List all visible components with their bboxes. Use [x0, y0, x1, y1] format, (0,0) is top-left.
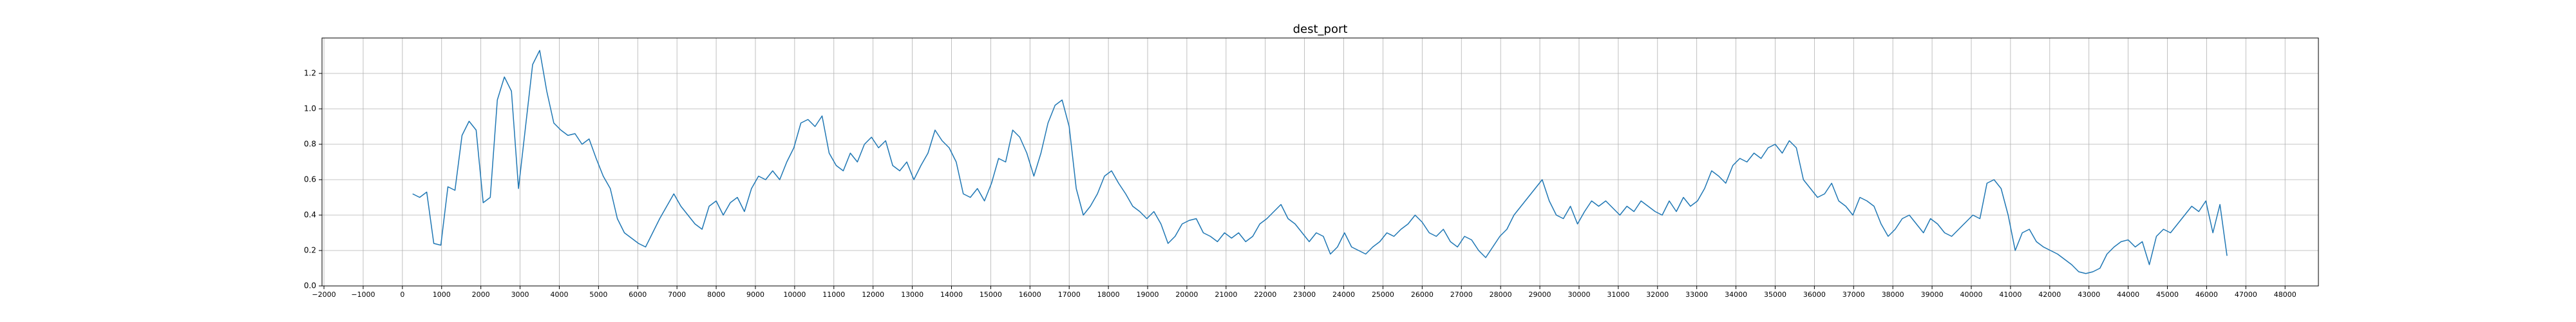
x-tick-label: 7000	[668, 290, 686, 299]
x-tick-label: 23000	[1293, 290, 1316, 299]
x-tick-label: 6000	[629, 290, 647, 299]
x-tick-label: 4000	[550, 290, 568, 299]
x-tick-label: −2000	[312, 290, 336, 299]
x-tick-label: 18000	[1097, 290, 1120, 299]
x-tick-label: 11000	[822, 290, 845, 299]
y-tick-label: 1.2	[304, 69, 316, 78]
x-tick-label: 33000	[1685, 290, 1708, 299]
x-tick-label: 3000	[511, 290, 529, 299]
x-tick-label: 44000	[2117, 290, 2139, 299]
y-tick-label: 0.0	[304, 281, 316, 290]
x-tick-label: 40000	[1960, 290, 1983, 299]
x-tick-label: 2000	[472, 290, 490, 299]
x-tick-label: 29000	[1529, 290, 1551, 299]
x-tick-label: 36000	[1803, 290, 1826, 299]
x-tick-label: 39000	[1921, 290, 1944, 299]
x-tick-label: 30000	[1567, 290, 1590, 299]
x-tick-label: 45000	[2156, 290, 2179, 299]
x-tick-label: 38000	[1882, 290, 1904, 299]
x-tick-label: 0	[400, 290, 404, 299]
x-tick-label: 12000	[862, 290, 884, 299]
x-tick-label: 17000	[1058, 290, 1081, 299]
y-tick-label: 0.4	[304, 211, 316, 220]
x-tick-label: −1000	[351, 290, 375, 299]
x-tick-label: 31000	[1607, 290, 1629, 299]
y-tick-label: 1.0	[304, 104, 316, 113]
x-tick-label: 27000	[1450, 290, 1473, 299]
data-line	[412, 50, 2228, 274]
x-tick-label: 15000	[980, 290, 1002, 299]
chart-title: dest_port	[1293, 23, 1348, 36]
x-tick-label: 14000	[940, 290, 963, 299]
x-tick-label: 22000	[1254, 290, 1276, 299]
y-tick-label: 0.6	[304, 175, 316, 184]
plot-frame	[321, 37, 2319, 287]
x-tick-label: 10000	[783, 290, 806, 299]
x-tick-label: 8000	[707, 290, 725, 299]
x-tick-label: 20000	[1175, 290, 1198, 299]
x-tick-label: 16000	[1019, 290, 1041, 299]
x-tick-label: 24000	[1332, 290, 1355, 299]
x-tick-label: 41000	[1999, 290, 2022, 299]
x-tick-label: 5000	[589, 290, 607, 299]
x-tick-label: 46000	[2195, 290, 2218, 299]
x-tick-label: 34000	[1725, 290, 1747, 299]
x-tick-label: 1000	[433, 290, 451, 299]
x-tick-label: 35000	[1764, 290, 1786, 299]
x-tick-label: 42000	[2038, 290, 2061, 299]
x-tick-label: 43000	[2078, 290, 2100, 299]
x-tick-label: 21000	[1215, 290, 1237, 299]
y-tick-label: 0.8	[304, 140, 316, 149]
x-tick-label: 48000	[2274, 290, 2297, 299]
x-tick-label: 19000	[1137, 290, 1159, 299]
x-tick-label: 47000	[2235, 290, 2257, 299]
y-tick-label: 0.2	[304, 246, 316, 255]
x-tick-label: 28000	[1490, 290, 1512, 299]
x-tick-label: 25000	[1372, 290, 1394, 299]
x-tick-label: 32000	[1646, 290, 1669, 299]
x-tick-label: 9000	[746, 290, 764, 299]
x-tick-label: 26000	[1411, 290, 1434, 299]
x-tick-label: 37000	[1842, 290, 1865, 299]
x-tick-label: 13000	[901, 290, 923, 299]
